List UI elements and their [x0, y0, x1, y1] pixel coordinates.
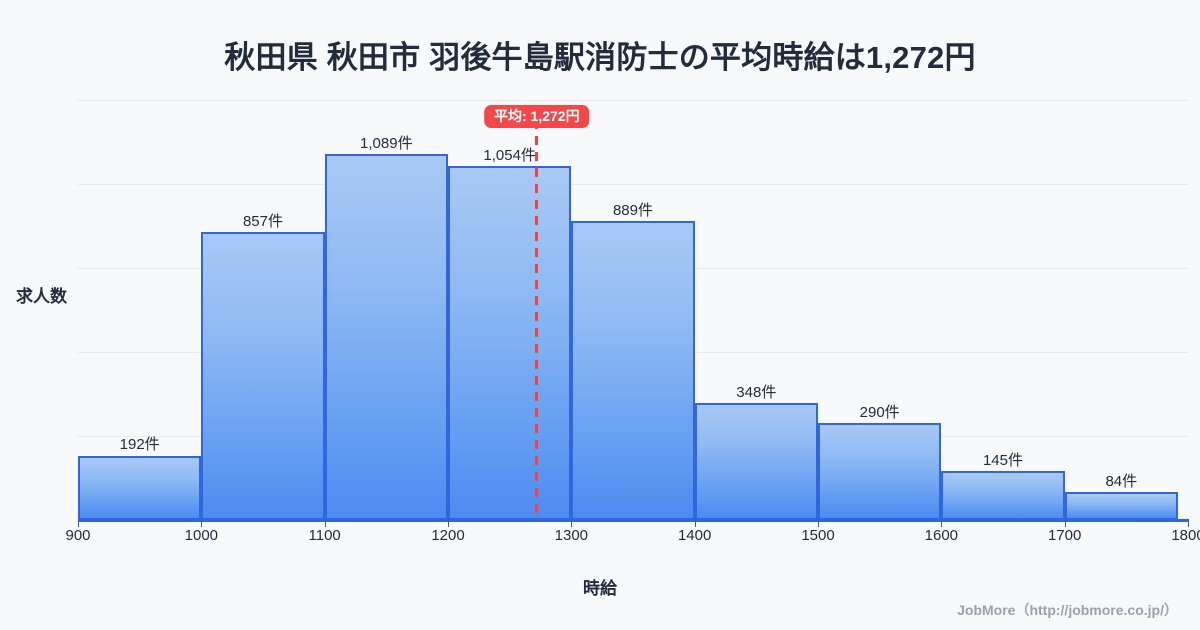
x-axis-tick-label: 900	[65, 527, 91, 544]
x-axis-tick-label: 1400	[677, 527, 712, 544]
x-axis-tick-label: 1800	[1171, 527, 1200, 544]
bar[interactable]	[448, 165, 572, 520]
bar[interactable]	[818, 422, 942, 520]
x-axis-tick	[941, 519, 943, 527]
x-axis-tick-label: 1300	[554, 527, 589, 544]
x-axis-tick	[571, 519, 573, 527]
page-title: 秋田県 秋田市 羽後牛島駅消防士の平均時給は1,272円	[224, 40, 976, 75]
x-axis-tick-label: 1600	[924, 527, 959, 544]
x-axis-tick	[201, 519, 203, 527]
bar-value-label: 1,054件	[483, 146, 536, 164]
bar[interactable]	[1064, 491, 1178, 520]
x-axis-tick-label: 1700	[1047, 527, 1082, 544]
x-axis-tick-label: 1100	[308, 527, 341, 544]
gridline	[78, 184, 1188, 185]
x-axis-tick	[448, 519, 449, 527]
x-axis-title: 時給	[583, 579, 617, 598]
x-axis-tick-label: 1500	[801, 527, 835, 544]
bar[interactable]	[941, 471, 1065, 520]
x-axis-tick	[1064, 519, 1066, 527]
x-axis-tick-label: 1000	[184, 527, 219, 544]
average-line	[535, 120, 539, 520]
bar[interactable]	[694, 403, 818, 520]
average-badge: 平均: 1,272円	[484, 105, 590, 128]
bar-value-label: 192件	[119, 436, 160, 454]
bar-value-label: 857件	[242, 213, 283, 231]
bar-value-label: 145件	[982, 452, 1023, 470]
bar-value-label: 889件	[612, 202, 653, 220]
bar[interactable]	[324, 154, 448, 520]
x-axis-tick	[1188, 519, 1189, 527]
bar[interactable]	[201, 232, 325, 520]
gridline	[78, 100, 1188, 101]
watermark: JobMore（http://jobmore.co.jp/）	[957, 602, 1178, 618]
x-axis-line	[78, 519, 1188, 522]
bar[interactable]	[78, 455, 202, 520]
bar-value-label: 290件	[859, 403, 900, 421]
x-axis-tick-label: 1200	[431, 527, 465, 544]
x-axis-tick	[324, 519, 326, 527]
bar[interactable]	[571, 221, 695, 520]
bar-value-label: 84件	[1105, 472, 1138, 490]
bar-value-label: 348件	[736, 384, 777, 402]
x-axis-tick	[78, 519, 79, 527]
bar-value-label: 1,089件	[360, 135, 413, 153]
y-axis-title: 求人数	[16, 287, 67, 306]
x-axis-tick	[694, 519, 696, 527]
x-axis-tick	[818, 519, 819, 527]
